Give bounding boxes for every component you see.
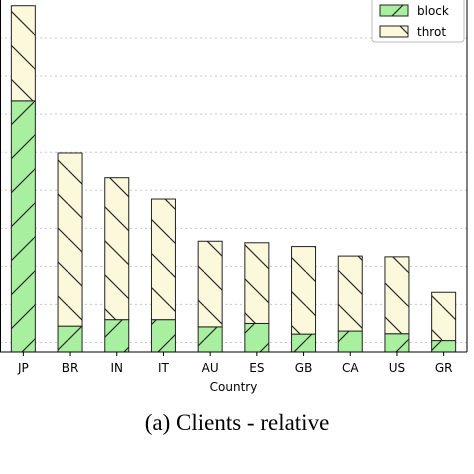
legend-label-throt: throt — [417, 25, 446, 39]
x-tick-label-AU: AU — [202, 361, 219, 375]
legend-item-block: block — [379, 4, 449, 18]
x-tick-label-IT: IT — [158, 361, 170, 375]
bar-throt-JP — [10, 5, 36, 102]
bar-hatch — [104, 319, 130, 353]
bar-hatch — [431, 291, 457, 342]
bar-block-GR — [431, 340, 457, 353]
bar-block-BR — [57, 325, 83, 353]
x-tick-labels: JP BR IN IT AU ES GB CA US GR — [17, 352, 453, 375]
bar-hatch — [104, 177, 130, 321]
bar-throt-AU — [197, 240, 223, 328]
legend-swatch — [379, 25, 409, 38]
bar-throt-GB — [291, 246, 317, 335]
bar-hatch — [384, 333, 410, 353]
x-tick-label-BR: BR — [62, 361, 79, 375]
x-tick-label-JP: JP — [17, 361, 29, 375]
bar-hatch — [150, 198, 176, 321]
bar-block-IN — [104, 319, 130, 353]
bar-hatch — [337, 255, 363, 332]
bar-hatch — [337, 330, 363, 353]
bar-hatch — [244, 322, 270, 353]
bar-hatch — [150, 319, 176, 353]
bar-throt-CA — [337, 255, 363, 332]
bar-block-IT — [150, 319, 176, 353]
legend-label-block: block — [417, 4, 449, 18]
bar-hatch — [244, 242, 270, 324]
bar-block-CA — [337, 330, 363, 353]
x-tick-label-GB: GB — [295, 361, 313, 375]
legend-swatch — [379, 4, 409, 17]
bar-block-JP — [10, 100, 36, 353]
bar-hatch — [291, 246, 317, 335]
bar-hatch — [57, 152, 83, 327]
x-axis-title: Country — [210, 380, 258, 394]
bar-hatch — [291, 333, 317, 353]
bar-hatch — [197, 240, 223, 328]
x-tick-label-CA: CA — [342, 361, 359, 375]
bar-hatch — [431, 340, 457, 353]
x-tick-label-ES: ES — [249, 361, 264, 375]
legend: block throt — [371, 0, 465, 43]
bar-block-AU — [197, 326, 223, 353]
bar-block-GB — [291, 333, 317, 353]
figure-caption: (a) Clients - relative — [144, 410, 330, 435]
x-tick-label-US: US — [389, 361, 405, 375]
bar-throt-US — [384, 256, 410, 335]
bar-hatch — [57, 325, 83, 353]
bar-throt-IT — [150, 198, 176, 321]
bar-block-US — [384, 333, 410, 353]
bar-hatch — [197, 326, 223, 353]
bar-block-ES — [244, 322, 270, 353]
bar-throt-ES — [244, 242, 270, 324]
bar-hatch — [10, 100, 36, 353]
legend-item-throt: throt — [379, 25, 446, 39]
bar-hatch — [10, 5, 36, 102]
axes — [0, 0, 468, 353]
bars — [10, 5, 457, 353]
x-tick-label-GR: GR — [435, 361, 453, 375]
bar-throt-BR — [57, 152, 83, 327]
bar-throt-GR — [431, 291, 457, 342]
bar-hatch — [384, 256, 410, 335]
x-tick-label-IN: IN — [110, 361, 123, 375]
bar-throt-IN — [104, 177, 130, 321]
